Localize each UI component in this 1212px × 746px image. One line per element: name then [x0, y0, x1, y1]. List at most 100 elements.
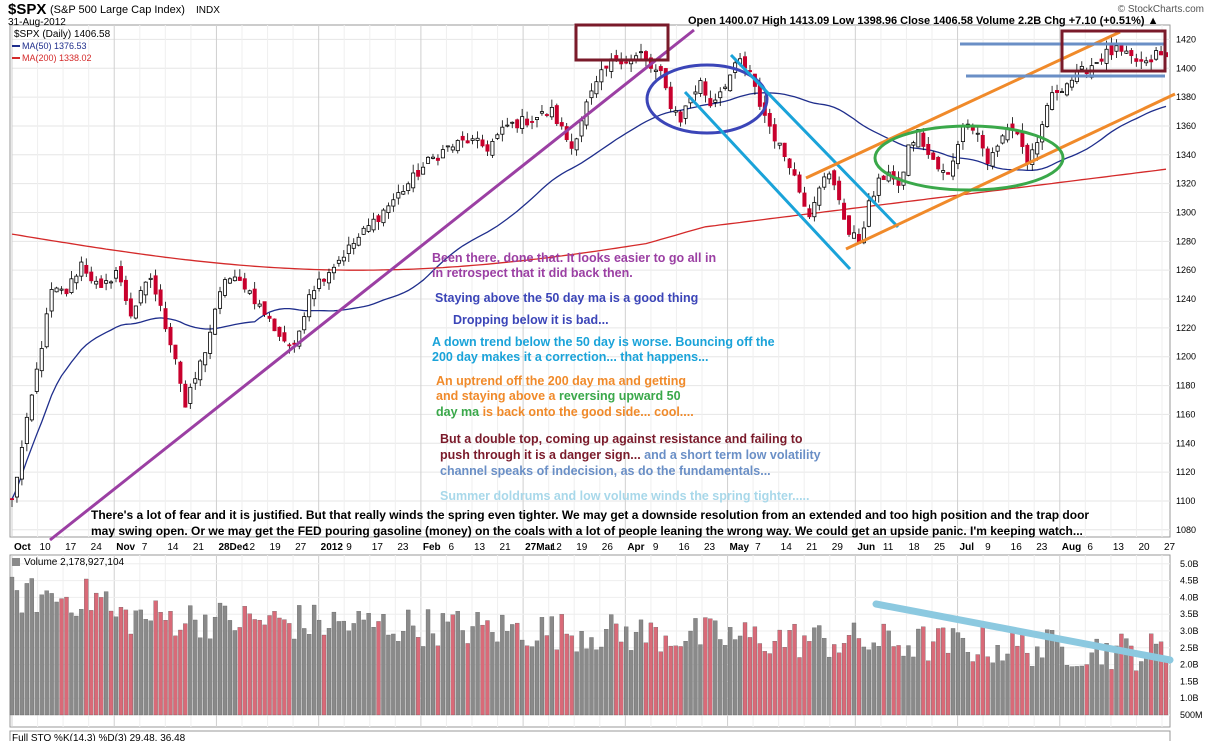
volume-bar	[891, 646, 896, 716]
price-tick-label: 1380	[1176, 92, 1196, 102]
time-tick-label: 28Dec	[218, 542, 248, 553]
volume-bar	[926, 660, 931, 716]
price-tick-label: 1280	[1176, 236, 1196, 246]
candle-body	[792, 169, 797, 176]
candle-body	[421, 166, 426, 175]
candle-body	[19, 447, 24, 480]
volume-bar	[207, 638, 213, 716]
candle-body	[515, 119, 520, 129]
candle-body	[812, 202, 817, 218]
volume-bar	[54, 601, 59, 716]
volume-bar	[980, 627, 985, 716]
volume-bar	[128, 633, 134, 716]
candle-body	[1134, 58, 1139, 62]
volume-bar	[950, 628, 956, 716]
candle-body	[530, 121, 535, 123]
candle-body	[1154, 50, 1159, 60]
chart-date: 31-Aug-2012	[8, 17, 66, 28]
volume-bar	[1054, 638, 1060, 716]
volume-bar	[490, 632, 495, 716]
candle-body	[985, 148, 990, 164]
volume-bar	[217, 602, 223, 716]
volume-bar	[103, 591, 109, 716]
time-tick-label: 27Mar	[525, 542, 554, 553]
volume-bar	[529, 646, 535, 716]
volume-bar	[777, 629, 782, 716]
candle-body	[143, 281, 148, 296]
time-tick-label: 9	[653, 542, 659, 553]
annotation-5: A down trend below the 50 day is worse. …	[432, 335, 775, 349]
candle-body	[450, 146, 455, 151]
candle-body	[614, 55, 619, 60]
candle-body	[901, 171, 906, 186]
volume-bar	[534, 640, 540, 716]
time-tick-label: 14	[167, 542, 179, 553]
candle-body	[138, 290, 143, 304]
candle-body	[970, 126, 975, 131]
volume-tick-label: 1.5B	[1180, 676, 1199, 686]
volume-bar	[371, 627, 376, 716]
volume-bar	[1158, 641, 1164, 716]
volume-bar	[138, 609, 143, 716]
volume-bar	[366, 613, 371, 716]
volume-bar	[693, 618, 698, 716]
volume-bar	[445, 621, 450, 716]
volume-bar	[623, 626, 629, 716]
volume-bar	[24, 583, 30, 716]
candle-body	[213, 308, 218, 335]
volume-tick-label: 3.5B	[1180, 609, 1199, 619]
exchange: INDX	[196, 5, 220, 16]
time-tick-label: 19	[270, 542, 282, 553]
candle-body	[252, 288, 257, 305]
annotations: Been there, done that. It looks easier t…	[432, 251, 821, 503]
volume-bar	[84, 578, 89, 716]
candle-body	[1149, 59, 1154, 63]
volume-tick-label: 2.5B	[1180, 643, 1199, 653]
candle-body	[24, 416, 29, 444]
volume-bar	[589, 637, 594, 716]
volume-bar	[901, 655, 906, 716]
price-tick-label: 1140	[1176, 438, 1195, 448]
volume-tick-label: 5.0B	[1180, 559, 1199, 569]
volume-bar	[148, 620, 153, 716]
volume-bar	[287, 623, 292, 716]
candle-body	[287, 344, 292, 347]
candle-body	[827, 173, 832, 180]
volume-bar	[460, 630, 465, 716]
volume-bar	[668, 645, 673, 716]
volume-bar	[648, 622, 654, 716]
candle-body	[109, 281, 114, 284]
volume-bar	[767, 653, 772, 716]
time-tick-label: 20	[1138, 542, 1150, 553]
volume-bar	[331, 611, 337, 716]
candle-body	[307, 294, 312, 318]
annotation-12: channel speaks of indecision, as do the …	[440, 464, 771, 478]
candle-body	[1040, 124, 1045, 143]
volume-bar	[911, 656, 916, 716]
volume-bar	[396, 641, 401, 716]
volume-bar	[1089, 652, 1094, 716]
volume-bar	[594, 649, 599, 716]
volume-bar	[817, 625, 822, 716]
legend-sto: Full STO %K(14,3) %D(3) 29.48, 36.48	[12, 733, 186, 741]
candle-body	[693, 91, 698, 95]
candle-body	[921, 132, 926, 147]
volume-bar	[747, 637, 753, 716]
volume-bar	[178, 629, 183, 716]
annotation-9: day ma is back onto the good side... coo…	[436, 405, 694, 419]
volume-bar	[1005, 653, 1010, 716]
volume-trend-line	[872, 600, 1174, 664]
overlay-drawings	[49, 23, 1176, 664]
ohlc-readout: Open 1400.07 High 1413.09 Low 1398.96 Cl…	[688, 15, 1158, 27]
volume-bar	[297, 605, 302, 716]
candle-body	[936, 156, 941, 170]
annotation-6: 200 day makes it a correction... that ha…	[432, 350, 709, 364]
cyan-channel-top	[729, 53, 900, 229]
candle-body	[133, 305, 138, 319]
volume-bar	[1079, 665, 1084, 716]
price-tick-label: 1160	[1176, 409, 1195, 419]
time-tick-label: 27	[1164, 542, 1176, 553]
volume-bar	[1084, 664, 1089, 716]
volume-bar	[425, 609, 431, 716]
